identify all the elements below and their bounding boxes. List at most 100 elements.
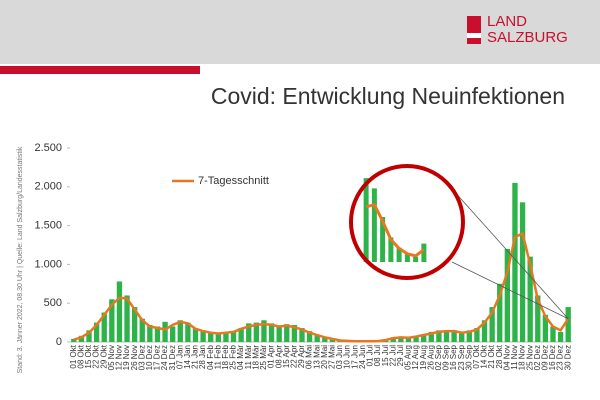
bar xyxy=(192,328,199,342)
logo: LAND SALZBURG xyxy=(467,13,568,46)
x-tick-label: 02 Dez xyxy=(533,345,542,370)
bar xyxy=(131,307,138,342)
bar xyxy=(71,338,77,342)
x-tick-label: 29 Okt xyxy=(99,344,108,368)
bar xyxy=(504,248,511,342)
x-tick-label: 23 Sep xyxy=(457,344,466,370)
x-tick-label: 08 Apr xyxy=(274,345,283,368)
x-tick-label: 03 Dez xyxy=(137,345,146,370)
bar xyxy=(306,331,313,342)
x-tick-label: 05 Aug xyxy=(404,345,413,370)
zoom-circle-bg xyxy=(351,166,463,278)
zoom-bar xyxy=(404,253,410,262)
bar xyxy=(390,337,396,342)
x-tick-label: 04 Feb xyxy=(206,344,215,369)
bar xyxy=(223,331,229,342)
bar xyxy=(474,328,480,342)
x-tick-label: 30 Dez xyxy=(563,345,572,370)
bar xyxy=(527,256,533,342)
zoom-connector xyxy=(451,261,569,320)
x-tick-label: 11 Feb xyxy=(213,344,222,369)
zoom-bar xyxy=(371,188,377,262)
x-tick-label: 19 Nov xyxy=(122,345,131,370)
bar xyxy=(557,331,564,342)
bar xyxy=(253,322,260,342)
x-tick-label: 29 Apr xyxy=(297,345,306,368)
x-tick-label: 09 Dez xyxy=(540,345,549,370)
bar xyxy=(185,322,191,342)
x-tick-label: 05 Nov xyxy=(107,345,116,370)
bar xyxy=(93,322,100,342)
y-tick-label: 2.500 xyxy=(34,142,62,154)
x-tick-label: 18 Feb xyxy=(221,344,230,369)
bar xyxy=(215,333,221,342)
bar xyxy=(230,331,237,342)
y-tick-label: 0 xyxy=(56,336,62,348)
bar xyxy=(246,323,252,342)
bar xyxy=(268,323,275,342)
y-tick-label: 2.000 xyxy=(34,181,62,193)
x-tick-label: 11 Mär xyxy=(244,345,253,370)
bar xyxy=(436,330,442,342)
x-tick-label: 28 Okt xyxy=(495,344,504,368)
y-tick-label: 1.500 xyxy=(34,220,62,232)
x-tick-label: 20 Mai xyxy=(320,345,329,369)
y-tick-label: 1.000 xyxy=(34,258,62,270)
x-tick-label: 15 Okt xyxy=(84,344,93,368)
bar xyxy=(466,330,472,342)
x-tick-label: 19 Aug xyxy=(419,345,428,370)
bar xyxy=(550,326,556,342)
bar xyxy=(78,335,85,342)
bar xyxy=(512,182,518,342)
x-tick-label: 17 Dez xyxy=(153,345,162,370)
x-tick-label: 10 Dez xyxy=(145,345,154,370)
source-note: Stand: 3. Jänner 2022, 08.30 Uhr | Quell… xyxy=(17,146,24,373)
zoom-bar xyxy=(396,247,402,262)
x-tick-label: 23 Dez xyxy=(556,345,565,370)
x-tick-label: 15 Apr xyxy=(282,345,291,368)
zoom-connector xyxy=(444,180,569,319)
logo-shield xyxy=(467,16,481,33)
x-tick-label: 24 Jun xyxy=(358,345,367,369)
bar xyxy=(413,335,419,342)
x-tick-label: 22 Apr xyxy=(289,345,298,368)
bar xyxy=(497,283,503,342)
bar xyxy=(481,320,488,342)
zoom-bar xyxy=(388,237,394,262)
x-tick-label: 08 Jul xyxy=(373,345,382,367)
x-tick-label: 09 Sep xyxy=(442,344,451,370)
bar xyxy=(451,330,457,342)
y-tick-label: 500 xyxy=(44,297,62,309)
chart-title: Covid: Entwicklung Neuinfektionen xyxy=(211,83,565,109)
logo-text: LAND xyxy=(487,13,527,30)
logo-shield-stripe xyxy=(467,33,481,38)
x-tick-label: 15 Jul xyxy=(381,345,390,367)
x-tick-label: 11 Nov xyxy=(510,345,519,370)
x-tick-label: 29 Jul xyxy=(396,345,405,367)
x-tick-label: 08 Okt xyxy=(77,344,86,368)
zoom-bar xyxy=(363,178,369,262)
logo-shield-base xyxy=(467,38,481,44)
bar xyxy=(261,320,267,342)
bar xyxy=(299,328,305,342)
x-tick-label: 22 Okt xyxy=(92,344,101,368)
x-tick-label: 07 Jan xyxy=(175,345,184,369)
zoom-line xyxy=(365,202,425,258)
x-tick-label: 27 Mai xyxy=(328,345,337,369)
bar xyxy=(322,337,328,342)
bar xyxy=(86,330,92,342)
bar xyxy=(177,320,183,342)
bar xyxy=(170,326,176,342)
bar xyxy=(284,324,290,342)
bar xyxy=(101,312,107,342)
x-tick-label: 30 Sep xyxy=(464,344,473,370)
x-tick-label: 18 Mär xyxy=(251,345,260,370)
x-tick-label: 28 Jan xyxy=(198,345,207,369)
x-tick-label: 14 Okt xyxy=(480,344,489,368)
zoom-circle xyxy=(349,164,465,280)
bar xyxy=(162,321,168,342)
x-tick-label: 03 Jun xyxy=(335,345,344,369)
x-tick-label: 21 Jan xyxy=(191,345,200,369)
bar xyxy=(421,334,427,342)
